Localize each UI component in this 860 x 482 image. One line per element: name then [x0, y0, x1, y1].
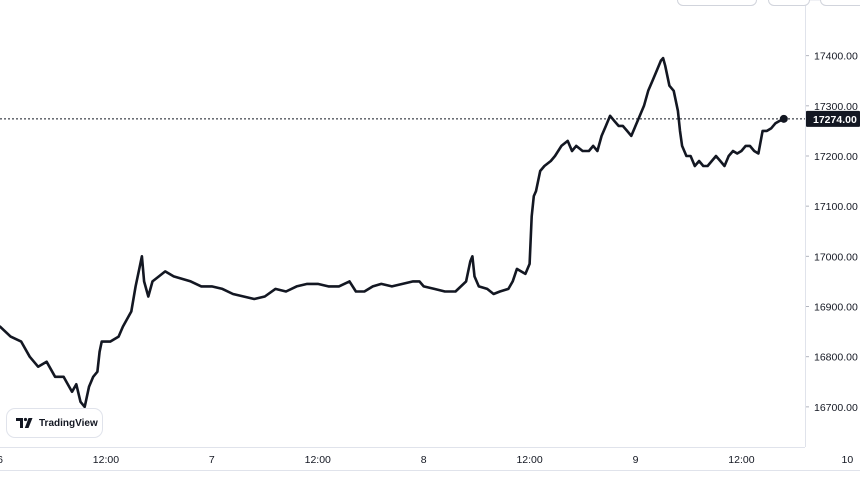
- last-price-label: 17274.00: [813, 114, 857, 126]
- x-tick-label: 12:00: [516, 454, 542, 466]
- y-tick-label: 17000.00: [814, 251, 858, 263]
- x-tick-label: 12:00: [93, 454, 119, 466]
- y-tick-label: 17300.00: [814, 101, 858, 113]
- brand-name: TradingView: [39, 417, 98, 429]
- x-tick-label: 12:00: [728, 454, 754, 466]
- toolbar-button[interactable]: [677, 0, 757, 6]
- toolbar-button[interactable]: [768, 0, 810, 6]
- x-tick-label: 9: [633, 454, 639, 466]
- x-tick-label: 10: [842, 454, 854, 466]
- y-tick-label: 17400.00: [814, 51, 858, 63]
- price-line: [0, 56, 786, 409]
- x-tick-label: 12:00: [305, 454, 331, 466]
- tradingview-logo-icon: [16, 417, 33, 428]
- x-tick-label: 7: [209, 454, 215, 466]
- toolbar-button[interactable]: [820, 0, 860, 6]
- last-price-badge: [806, 110, 860, 127]
- y-tick-label: 17200.00: [814, 151, 858, 163]
- y-axis: 17400.00 17300.00 17200.00 17100.00 17000.00…: [805, 51, 858, 414]
- x-tick-label: 6: [0, 454, 3, 466]
- plot-area: 17274.00: [0, 56, 860, 409]
- y-tick-label: 16800.00: [814, 352, 858, 364]
- y-tick-label: 17100.00: [814, 201, 858, 213]
- x-tick-label: 8: [421, 454, 427, 466]
- last-price-dot: [779, 114, 788, 123]
- y-tick-label: 16900.00: [814, 302, 858, 314]
- tradingview-watermark[interactable]: TradingView: [6, 408, 103, 438]
- y-tick-label: 16700.00: [814, 402, 858, 414]
